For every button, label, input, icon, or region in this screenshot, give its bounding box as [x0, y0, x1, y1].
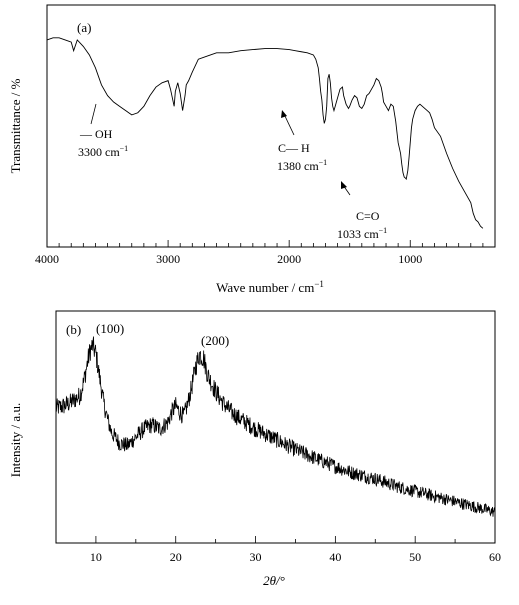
oh-annotation-pointer: [90, 103, 97, 125]
panel-a: (a) Transmittance / % Wave number / cm−1…: [8, 4, 496, 295]
panel-b-label: (b): [66, 322, 81, 337]
panel-b-tick-label: 10: [90, 550, 102, 564]
panel-a-frame: [46, 4, 496, 248]
oh-annotation-wavenumber: 3300 cm−1: [78, 144, 128, 159]
panel-b-x-tick-labels: 10 20 30 40 50 60: [90, 550, 501, 564]
peak-100-label: (100): [96, 321, 124, 336]
panel-a-annotations: — OH 3300 cm−1 C— H 1380 cm−1 C=O 1033 c…: [78, 103, 387, 241]
panel-a-tick-label: 2000: [277, 252, 301, 266]
co-annotation-group-label: C=O: [356, 209, 380, 223]
panel-b: (b) Intensity / a.u. 2θ/° 10 20 30 40 50 60 (…: [8, 310, 501, 588]
panel-b-xrd-pattern-line: [55, 336, 496, 517]
panel-a-tick-label: 1000: [398, 252, 422, 266]
panel-b-frame: [55, 310, 496, 544]
panel-b-ylabel: Intensity / a.u.: [8, 403, 23, 477]
oh-annotation-group-label: — OH: [79, 127, 113, 141]
panel-b-tick-label: 30: [250, 550, 262, 564]
panel-a-x-ticks: [46, 240, 496, 247]
panel-a-tick-label: 4000: [35, 252, 59, 266]
panel-a-tick-label: 3000: [156, 252, 180, 266]
panel-b-x-ticks: [55, 536, 496, 543]
ch-annotation-group-label: C— H: [278, 141, 310, 155]
co-annotation-arrowhead: [341, 181, 347, 189]
panel-b-tick-label: 60: [489, 550, 501, 564]
panel-b-tick-label: 40: [329, 550, 341, 564]
panel-b-tick-label: 20: [170, 550, 182, 564]
panel-a-label: (a): [77, 20, 91, 35]
panel-b-xlabel: 2θ/°: [263, 573, 285, 588]
panel-a-xlabel: Wave number / cm−1: [216, 279, 324, 295]
panel-a-ylabel: Transmittance / %: [8, 78, 23, 173]
panel-a-x-tick-labels: 4000 3000 2000 1000: [35, 252, 422, 266]
peak-200-label: (200): [201, 333, 229, 348]
panel-b-tick-label: 50: [409, 550, 421, 564]
co-annotation-wavenumber: 1033 cm−1: [337, 226, 387, 241]
ch-annotation-arrowhead: [281, 110, 287, 118]
ch-annotation-pointer: [283, 113, 295, 136]
panel-a-spectrum-line: [46, 37, 484, 229]
ch-annotation-wavenumber: 1380 cm−1: [277, 158, 327, 173]
